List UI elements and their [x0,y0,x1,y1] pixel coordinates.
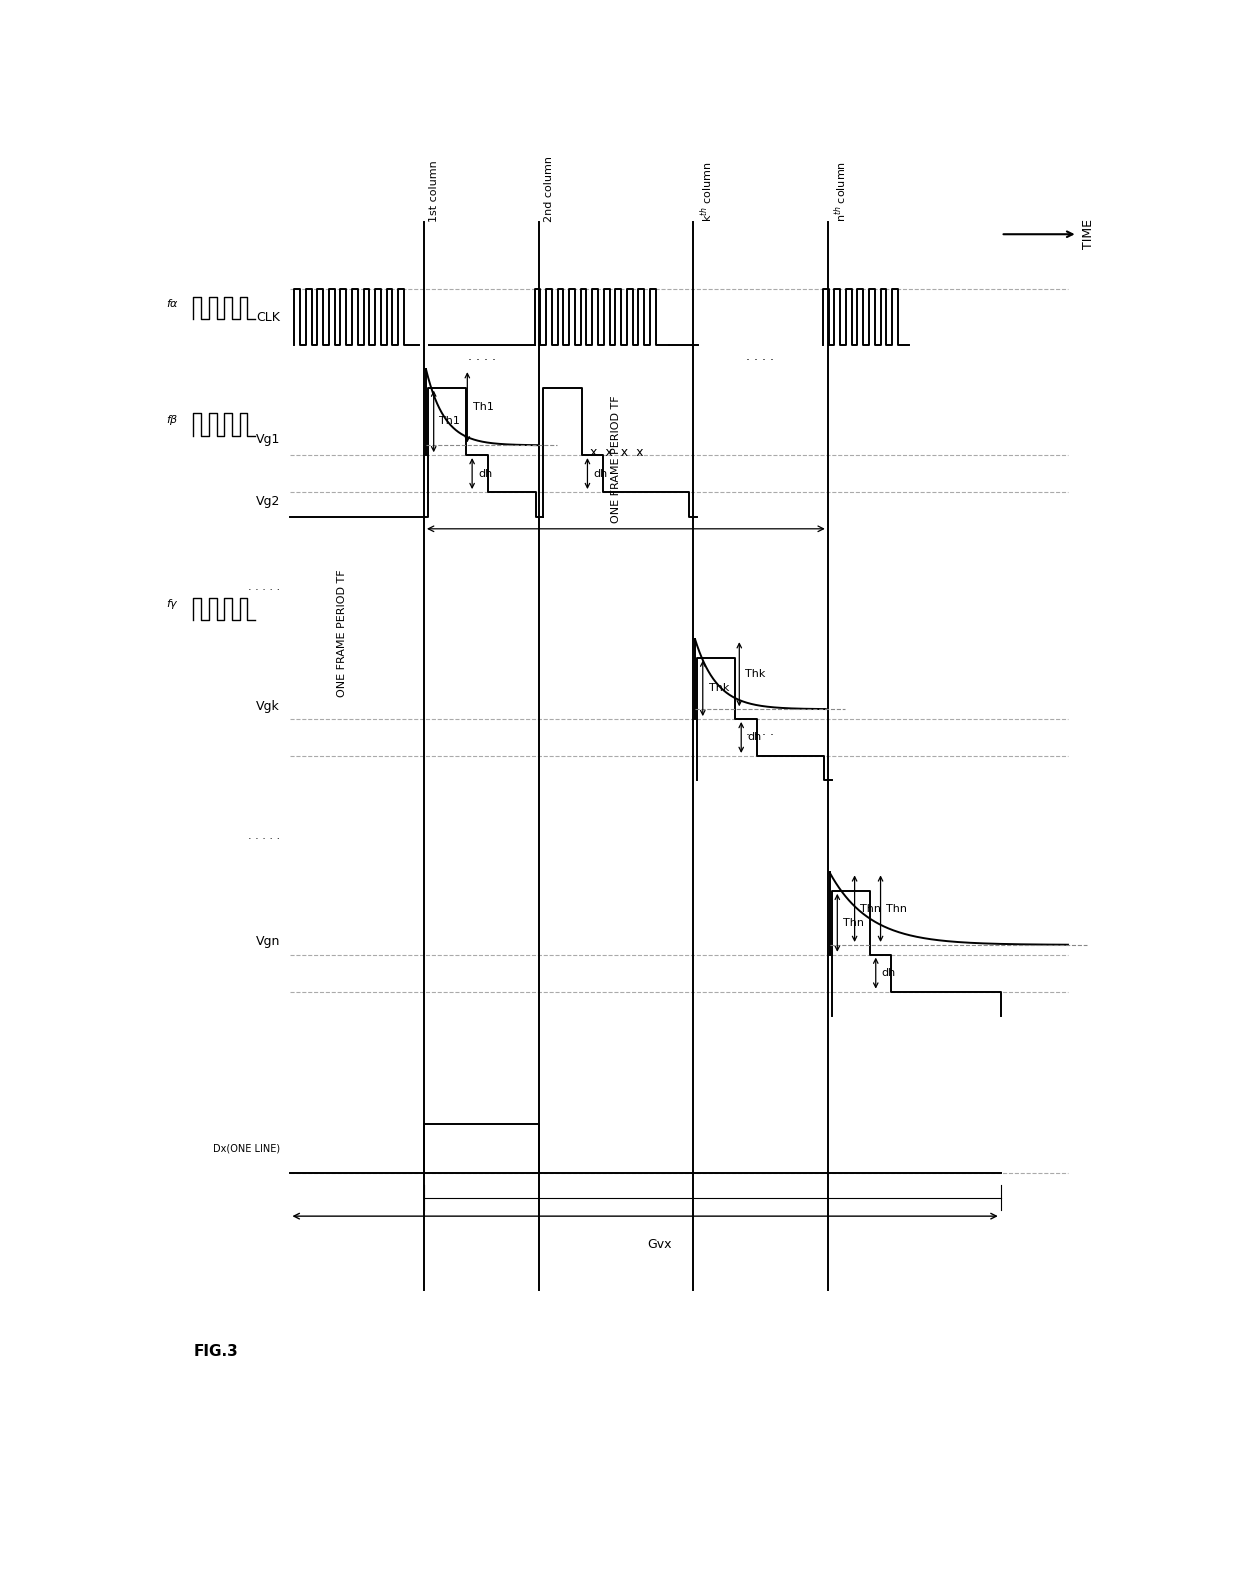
Text: $f\beta$: $f\beta$ [166,413,179,427]
Text: Thn: Thn [887,904,908,913]
Text: Vg2: Vg2 [255,494,280,508]
Text: n$^{th}$ column: n$^{th}$ column [832,161,849,222]
Text: dh: dh [477,469,492,478]
Text: Vg1: Vg1 [255,434,280,446]
Text: dh: dh [746,733,761,743]
Text: . . . . .: . . . . . [248,582,280,591]
Text: . . . .: . . . . [746,351,775,363]
Text: FIG.3: FIG.3 [193,1344,238,1358]
Text: CLK: CLK [255,311,280,324]
Text: . . . .: . . . . [746,725,775,738]
Text: x  x  x  x: x x x x [589,446,644,459]
Text: Thk: Thk [745,669,765,679]
Text: Thn: Thn [861,904,882,913]
Text: dh: dh [593,469,608,478]
Text: $f\gamma$: $f\gamma$ [166,596,179,611]
Text: Th1: Th1 [474,402,494,413]
Text: Vgn: Vgn [255,934,280,948]
Text: Gvx: Gvx [647,1239,672,1251]
Text: k$^{th}$ column: k$^{th}$ column [698,161,714,222]
Text: ONE FRAME PERIOD TF: ONE FRAME PERIOD TF [611,395,621,523]
Text: ONE FRAME PERIOD TF: ONE FRAME PERIOD TF [337,569,347,697]
Text: Thk: Thk [708,684,729,693]
Text: . . . .: . . . . [467,351,496,363]
Text: Th1: Th1 [439,416,460,427]
Text: Dx(ONE LINE): Dx(ONE LINE) [213,1143,280,1154]
Text: 2nd column: 2nd column [544,156,554,222]
Text: $f\alpha$: $f\alpha$ [166,296,179,309]
Text: dh: dh [882,968,895,979]
Text: Vgk: Vgk [257,700,280,713]
Text: Thn: Thn [843,918,864,928]
Text: . . . . .: . . . . . [248,830,280,840]
Text: TIME: TIME [1083,220,1095,249]
Text: 1st column: 1st column [429,161,439,222]
